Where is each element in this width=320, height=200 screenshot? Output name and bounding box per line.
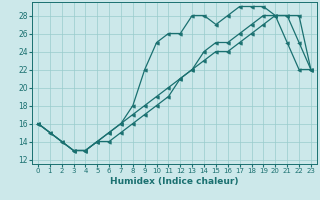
X-axis label: Humidex (Indice chaleur): Humidex (Indice chaleur) bbox=[110, 177, 239, 186]
